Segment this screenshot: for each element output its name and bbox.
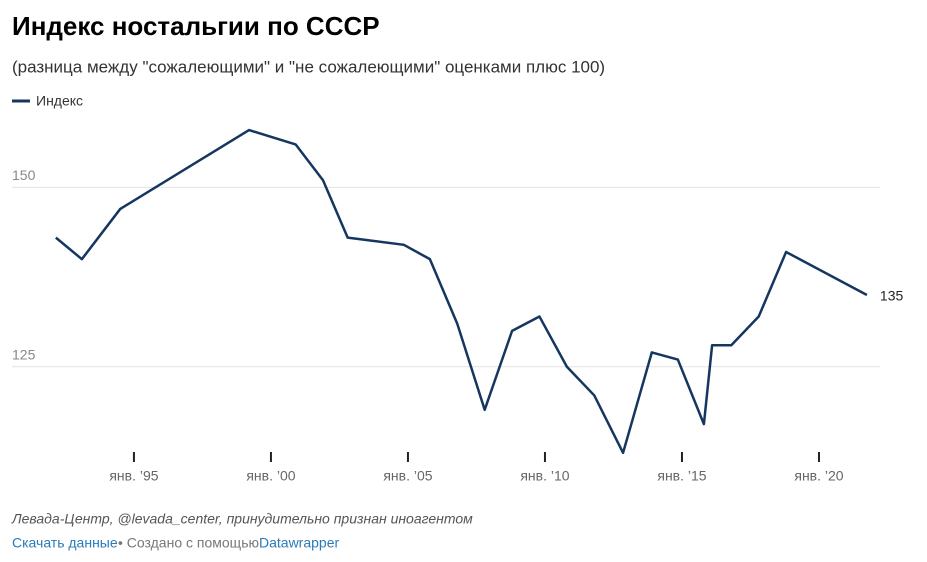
y-tick-label: 125 (12, 346, 36, 362)
tool-link[interactable]: Datawrapper (259, 535, 339, 551)
x-tick-label: янв. ’20 (794, 468, 843, 484)
x-tick-label: янв. ’10 (520, 468, 569, 484)
x-tick-label: янв. ’95 (109, 468, 158, 484)
download-link[interactable]: Скачать данные (12, 535, 118, 551)
line (55, 128, 868, 455)
y-tick-label: 150 (12, 167, 36, 183)
x-tick-label: янв. ’05 (383, 468, 432, 484)
x-tick-label: янв. ’00 (246, 468, 295, 484)
chart-subtitle: (разница между "сожалеющими" и "не сожал… (12, 57, 605, 76)
x-tick-label: янв. ’15 (657, 468, 706, 484)
made-with: • Создано с помощью (118, 535, 259, 551)
legend-label: Индекс (36, 93, 83, 109)
end-label: 135 (880, 288, 904, 304)
chart-title: Индекс ностальгии по СССР (12, 11, 380, 41)
source: Левада-Центр, @levada_center, принудител… (11, 511, 473, 527)
